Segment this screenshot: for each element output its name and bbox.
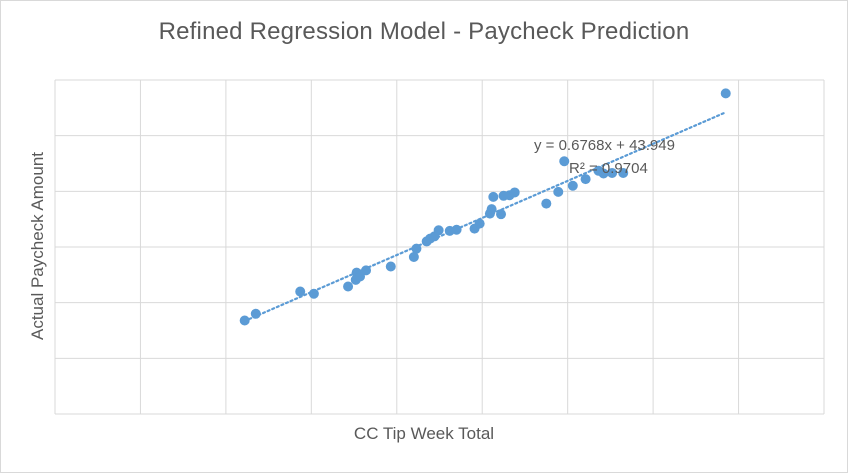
data-point[interactable] (720, 88, 731, 99)
data-point[interactable] (496, 209, 507, 220)
data-point[interactable] (408, 252, 419, 263)
data-point[interactable] (474, 218, 485, 229)
trendline-labels: y = 0.6768x + 43.949 R² = 0.9704 (534, 137, 675, 177)
data-point[interactable] (580, 174, 591, 185)
gridlines (54, 79, 825, 415)
data-point[interactable] (355, 271, 366, 282)
y-axis-title: Actual Paycheck Amount (28, 151, 47, 341)
data-point[interactable] (598, 168, 609, 179)
data-point[interactable] (509, 187, 520, 198)
data-point[interactable] (411, 243, 422, 254)
x-axis-title: CC Tip Week Total (353, 424, 495, 443)
data-point[interactable] (295, 286, 306, 297)
data-point[interactable] (433, 225, 444, 236)
data-point[interactable] (343, 281, 354, 292)
data-point[interactable] (553, 186, 564, 197)
data-point[interactable] (385, 261, 396, 272)
data-point[interactable] (559, 156, 570, 167)
data-point[interactable] (250, 308, 261, 319)
data-point[interactable] (607, 167, 618, 178)
data-point[interactable] (361, 265, 372, 276)
chart-title: Refined Regression Model - Paycheck Pred… (158, 18, 690, 45)
data-point[interactable] (567, 180, 578, 191)
data-point[interactable] (541, 198, 552, 209)
data-point[interactable] (308, 288, 319, 299)
data-point[interactable] (451, 224, 462, 235)
trendline-r-squared: R² = 0.9704 (569, 160, 648, 177)
trendline-equation: y = 0.6768x + 43.949 (534, 137, 675, 154)
trendline (243, 111, 727, 323)
trendline-layer (243, 111, 727, 323)
data-point[interactable] (239, 315, 250, 326)
data-point[interactable] (488, 191, 499, 202)
data-point[interactable] (618, 167, 629, 178)
data-point[interactable] (486, 204, 497, 215)
data-points (239, 88, 731, 326)
